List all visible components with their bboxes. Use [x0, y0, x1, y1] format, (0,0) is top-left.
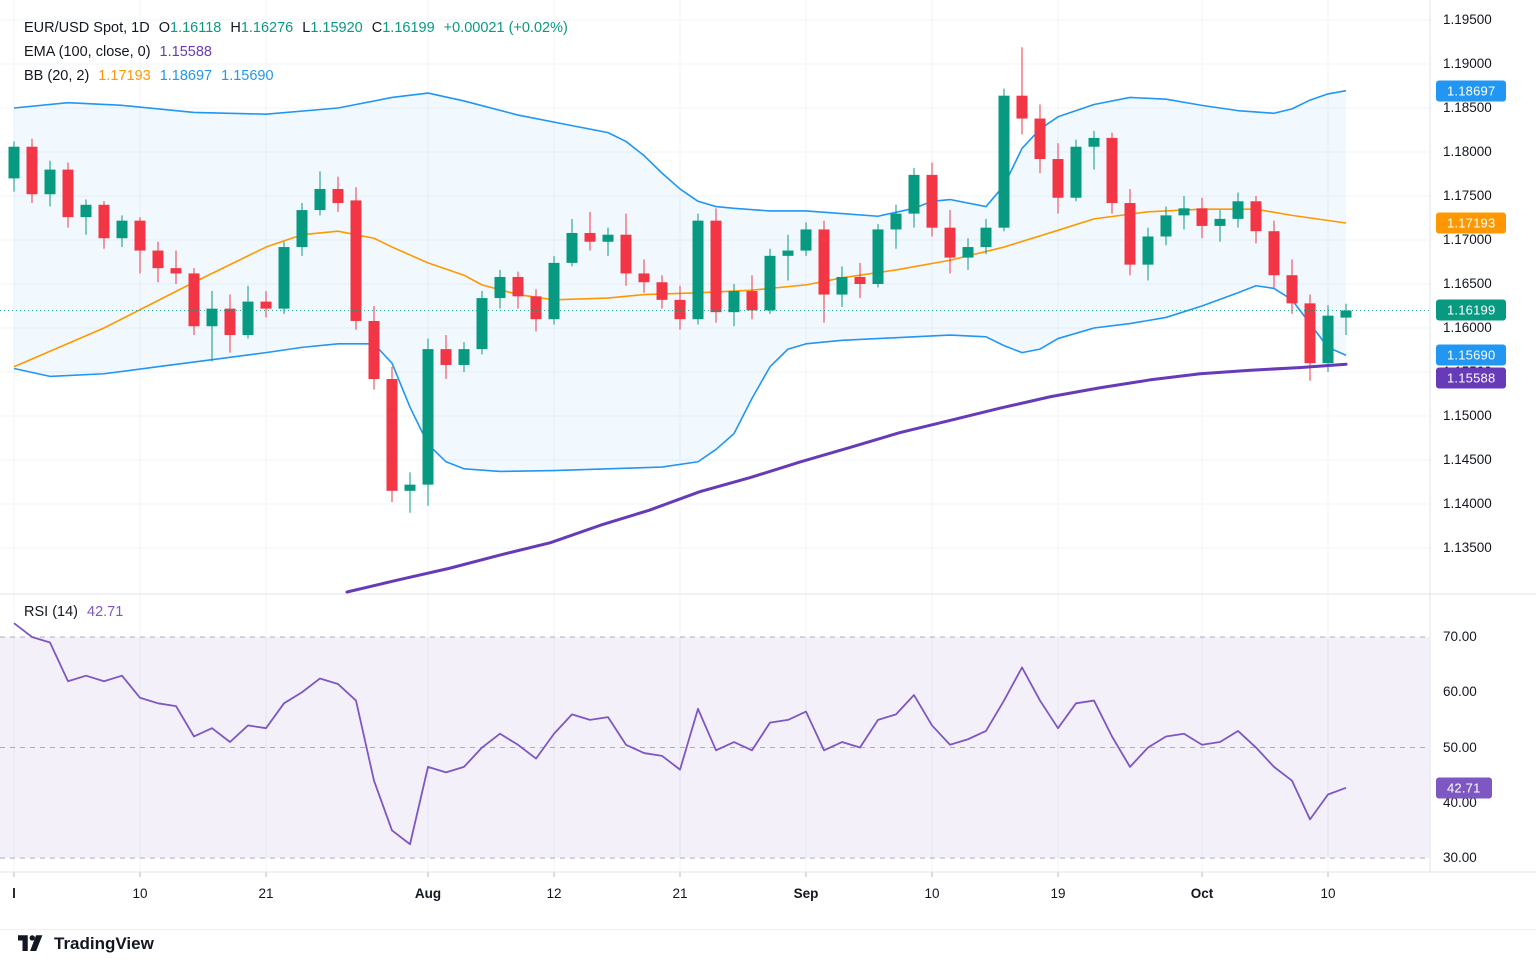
bb-legend-row[interactable]: BB (20, 2) 1.17193 1.18697 1.15690	[24, 64, 568, 88]
price-tick-label: 1.13500	[1443, 540, 1492, 555]
rsi-tick-label: 30.00	[1443, 850, 1477, 866]
tradingview-attribution[interactable]: TradingView	[18, 933, 154, 954]
price-tick-label: 1.17000	[1443, 232, 1492, 247]
price-tick-label: 1.16500	[1443, 276, 1492, 291]
time-tick-label: Aug	[414, 886, 442, 901]
price-tick-label: 1.14000	[1443, 496, 1492, 511]
price-tick-label: 1.19500	[1443, 12, 1492, 27]
ema-legend-row[interactable]: EMA (100, close, 0) 1.15588	[24, 40, 568, 64]
price-tick-label: 1.18000	[1443, 144, 1492, 159]
rsi-axis-badge: 42.71	[1436, 777, 1492, 799]
time-tick-label: Sep	[793, 886, 819, 901]
ohlc-low: L1.15920	[302, 20, 363, 36]
price-axis-badge: 1.18697	[1436, 80, 1507, 102]
rsi-legend-row[interactable]: RSI (14) 42.71	[24, 600, 123, 624]
price-tick-label: 1.19000	[1443, 56, 1492, 71]
time-tick-label: 10	[1320, 886, 1336, 901]
ohlc-high: H1.16276	[230, 20, 294, 36]
price-tick-label: 1.14500	[1443, 452, 1492, 467]
main-pane-legend: EUR/USD Spot, 1D O1.16118 H1.16276 L1.15…	[24, 16, 568, 88]
price-tick-label: 1.15000	[1443, 408, 1492, 423]
time-tick-label: 10	[924, 886, 940, 901]
price-axis-badge: 1.15690	[1436, 344, 1507, 366]
bb-indicator-name: BB (20, 2)	[24, 68, 90, 84]
rsi-value: 42.71	[87, 604, 124, 620]
rsi-tick-label: 70.00	[1443, 629, 1477, 644]
chart-canvas[interactable]	[0, 0, 1536, 930]
time-axis[interactable]: l 10 21 Aug 12 21 Sep 10 19 Oct 10	[0, 886, 1536, 916]
ohlc-close: C1.16199	[371, 20, 435, 36]
price-tick-label: 1.18500	[1443, 100, 1492, 115]
price-change: +0.00021 (+0.02%)	[443, 20, 568, 36]
price-axis-badge: 1.17193	[1436, 212, 1507, 234]
price-axis-badge: 1.16199	[1436, 299, 1507, 321]
time-tick-label: l	[12, 886, 16, 901]
time-tick-label: 21	[672, 886, 688, 901]
bb-lower-value: 1.15690	[221, 68, 274, 84]
rsi-tick-label: 60.00	[1443, 684, 1477, 700]
tradingview-logo-icon	[18, 935, 43, 951]
rsi-indicator-name: RSI (14)	[24, 604, 78, 620]
time-tick-label: 12	[546, 886, 562, 901]
time-tick-label: 10	[132, 886, 148, 901]
time-tick-label: Oct	[1190, 886, 1214, 901]
time-tick-label: 19	[1050, 886, 1066, 901]
price-tick-label: 1.16000	[1443, 320, 1492, 335]
symbol-title[interactable]: EUR/USD Spot, 1D	[24, 20, 150, 36]
bb-basis-value: 1.17193	[98, 68, 151, 84]
rsi-tick-label: 40.00	[1443, 794, 1477, 810]
ema-value: 1.15588	[159, 44, 212, 60]
symbol-ohlc-row[interactable]: EUR/USD Spot, 1D O1.16118 H1.16276 L1.15…	[24, 16, 568, 40]
tradingview-wordmark: TradingView	[54, 933, 154, 953]
ohlc-open: O1.16118	[158, 20, 222, 36]
bb-upper-value: 1.18697	[159, 68, 213, 84]
price-axis-badge: 1.15588	[1436, 367, 1507, 389]
price-tick-label: 1.17500	[1443, 188, 1492, 203]
rsi-tick-label: 50.00	[1443, 739, 1477, 755]
ema-indicator-name: EMA (100, close, 0)	[24, 44, 151, 60]
time-tick-label: 21	[258, 886, 274, 901]
